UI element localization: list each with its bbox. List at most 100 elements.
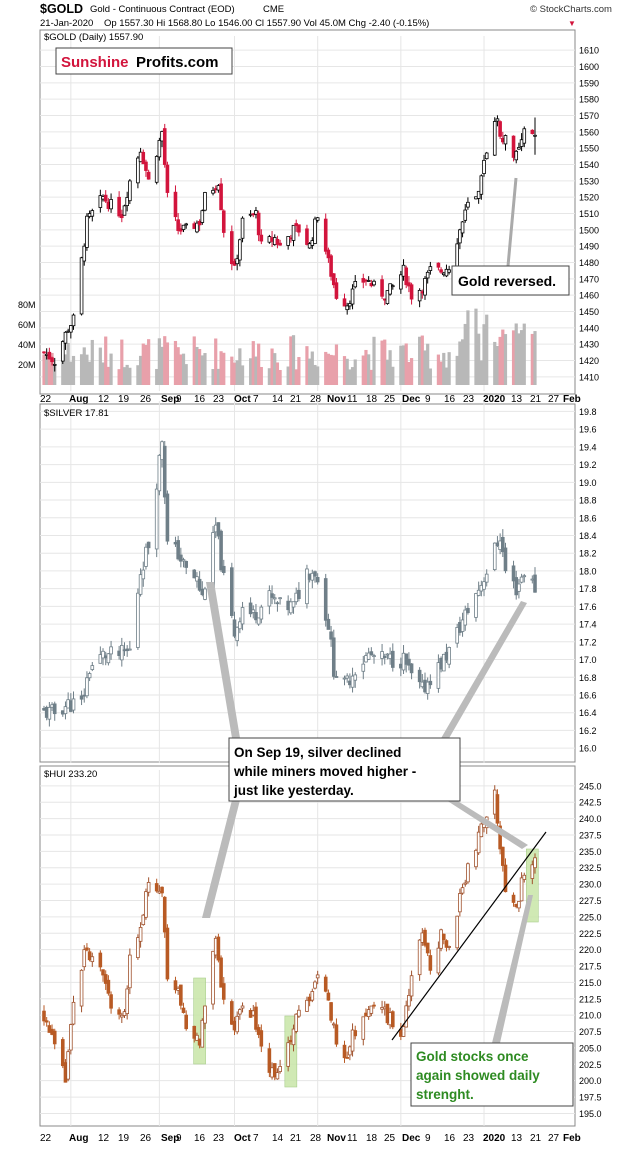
y-tick-label: 1570 [579, 111, 599, 121]
x-tick-label: 23 [463, 1133, 475, 1144]
candle-body [425, 942, 430, 954]
y-tick-label: 18.0 [579, 566, 597, 576]
volume-bar [447, 352, 451, 385]
volume-bar [503, 334, 508, 385]
candle-body [173, 191, 178, 218]
y-tick-label: 212.5 [579, 994, 602, 1004]
volume-bar [514, 323, 518, 385]
candle-body [52, 1030, 57, 1045]
volume-bar [439, 361, 443, 385]
candle [455, 623, 459, 648]
candle [345, 302, 349, 315]
candle [460, 883, 465, 895]
candle [203, 1005, 207, 1030]
x-tick-label: 18 [366, 394, 378, 405]
hui-support-trendline [391, 831, 547, 1041]
candle-body [197, 578, 202, 591]
candle-body [98, 952, 103, 968]
x-tick-label: Aug [69, 394, 88, 405]
silver-callout-line3: just like yesterday. [233, 783, 354, 798]
candle-body [278, 242, 282, 246]
candle-body [176, 540, 180, 560]
volume-bar [50, 352, 54, 385]
candle-body [350, 288, 355, 305]
candle-body [195, 576, 199, 582]
candle-body [106, 653, 111, 664]
candle [503, 134, 508, 151]
volume-bar [316, 366, 320, 385]
candle-body [501, 536, 505, 553]
x-tick-label: 23 [463, 394, 475, 405]
candle-body [479, 175, 484, 195]
volume-bar [391, 366, 395, 385]
volume-bar [380, 340, 384, 385]
candle [444, 939, 449, 952]
y-tick-label: 197.5 [579, 1093, 602, 1103]
candle [460, 612, 465, 637]
y-tick-label: 1480 [579, 258, 599, 268]
candle-body [390, 1011, 395, 1028]
candle [200, 209, 205, 225]
volume-bar [286, 366, 290, 385]
candle [238, 617, 242, 634]
candle [425, 270, 430, 284]
candle-body [385, 290, 390, 304]
candle-body [44, 1020, 49, 1023]
candle [533, 853, 537, 874]
candle-body [401, 1026, 406, 1037]
candle [52, 701, 57, 721]
candle [313, 570, 317, 583]
candle [179, 223, 183, 235]
candle [380, 275, 384, 299]
candle-body [342, 1044, 347, 1059]
volume-bar [334, 344, 339, 385]
x-tick-label: 27 [548, 394, 560, 405]
x-tick-label: 11 [347, 1133, 358, 1144]
candle [313, 216, 317, 245]
volume-bar [198, 349, 202, 385]
header-ohlc: Op 1557.30 Hi 1568.80 Lo 1546.00 Cl 1557… [104, 18, 429, 29]
volume-bar [238, 348, 242, 385]
candle-body [66, 1051, 70, 1080]
candle [275, 601, 280, 612]
candle [372, 653, 376, 664]
candle [181, 557, 186, 568]
candle [146, 877, 151, 897]
volume-bar [517, 333, 521, 385]
candle [219, 178, 223, 211]
candle [275, 235, 280, 249]
candle-body [219, 957, 223, 988]
candle [313, 980, 317, 990]
candle-body [530, 864, 535, 879]
candle [138, 568, 143, 597]
volume-bar [155, 368, 159, 385]
volume-bar [235, 360, 239, 385]
candle [342, 293, 347, 307]
volume-bar [399, 345, 403, 385]
candle-body [498, 825, 502, 850]
volume-bar [474, 308, 478, 385]
y-tick-label: 215.0 [579, 978, 602, 988]
candle [297, 224, 301, 237]
candle [291, 224, 296, 247]
candle-body [466, 863, 470, 883]
volume-bar [305, 346, 309, 385]
candle-body [184, 560, 189, 568]
candle-body [200, 1019, 205, 1048]
candle-body [439, 269, 443, 273]
candle [522, 573, 527, 583]
candle-body [98, 195, 103, 208]
volume-bar [369, 369, 373, 385]
candle [240, 601, 245, 631]
candle [144, 888, 148, 920]
candle-body [329, 631, 333, 640]
candle [128, 178, 132, 205]
candle [369, 647, 374, 656]
silver-candles [42, 440, 537, 727]
candle [348, 300, 352, 310]
candle-body [474, 849, 478, 868]
candle-body [482, 159, 486, 174]
y-tick-label: 19.6 [579, 425, 597, 435]
